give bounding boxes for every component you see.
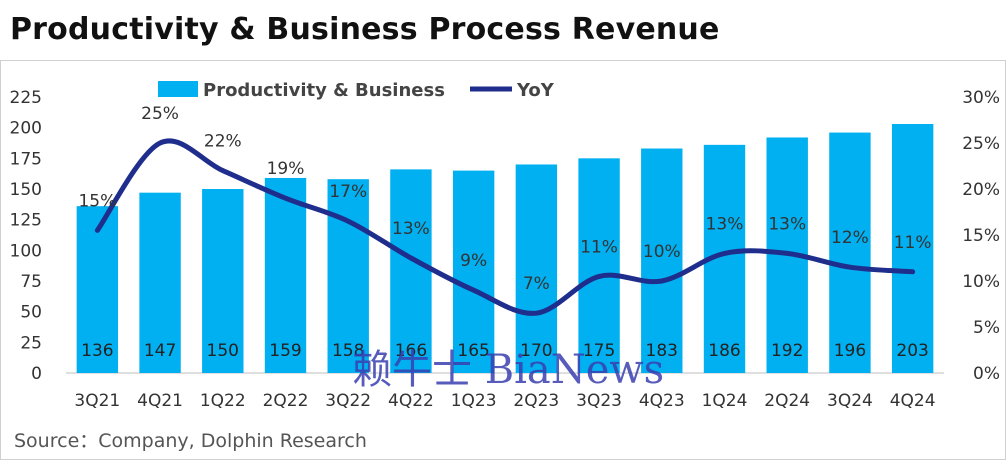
revenue-bar [891,123,934,373]
yoy-value-label: 12% [831,228,869,248]
x-tick-label: 1Q23 [451,391,497,411]
yoy-value-label: 7% [523,274,550,294]
y-left-tick: 25 [20,333,42,353]
bar-value-label: 136 [81,341,113,361]
bar-value-label: 170 [520,341,552,361]
yoy-value-label: 15% [78,191,116,211]
y-left-tick: 0 [31,364,42,384]
bar-value-label: 203 [896,341,928,361]
x-tick-label: 4Q23 [639,391,685,411]
y-left-tick: 75 [20,272,42,292]
y-right-tick: 5% [973,318,1000,338]
revenue-bar [578,158,620,373]
y-left-tick: 50 [20,303,42,323]
revenue-bar [452,170,495,373]
yoy-value-label: 19% [267,159,305,179]
y-right-tick: 10% [962,272,1000,292]
bar-value-label: 166 [395,341,427,361]
y-right-tick: 20% [962,180,1000,200]
x-tick-label: 2Q22 [263,391,309,411]
revenue-bar [264,177,307,373]
y-right-tick: 30% [962,88,1000,108]
revenue-bar [139,192,181,373]
y-right-tick: 0% [973,364,1000,384]
x-tick-label: 4Q22 [388,391,434,411]
legend: Productivity & Business YoY [158,80,555,101]
x-tick-label: 4Q24 [890,391,936,411]
yoy-value-label: 17% [329,182,367,202]
x-tick-label: 2Q24 [764,391,810,411]
bar-value-label: 150 [207,341,239,361]
x-tick-label: 3Q24 [827,391,873,411]
bar-value-label: 158 [332,341,364,361]
y-left-tick: 225 [10,88,42,108]
bar-value-label: 183 [646,341,678,361]
yoy-value-label: 11% [580,237,618,257]
x-tick-label: 1Q22 [200,391,246,411]
x-tick-label: 4Q21 [137,391,183,411]
revenue-bar [202,189,244,373]
chart-frame [0,60,1006,460]
x-tick-label: 1Q24 [702,391,748,411]
y-right-tick: 15% [962,226,1000,246]
revenue-bar [515,164,558,373]
yoy-line [94,138,916,316]
revenue-bar [327,179,369,373]
revenue-bar [76,206,119,373]
yoy-value-label: 9% [460,251,487,271]
bar-value-label: 192 [771,341,803,361]
bar-value-label: 165 [457,341,489,361]
yoy-value-label: 13% [768,214,806,234]
chart-title: Productivity & Business Process Revenue [10,12,720,47]
y-left-tick: 175 [10,149,42,169]
revenue-bar [390,169,432,373]
yoy-value-label: 13% [706,214,744,234]
y-left-tick: 125 [10,211,42,231]
y-left-tick: 150 [10,180,42,200]
yoy-value-label: 10% [643,242,681,262]
revenue-bar [829,132,871,373]
watermark: 赖牛士 BiaNews [352,347,664,393]
bar-value-label: 159 [269,341,301,361]
y-right-tick: 25% [962,134,1000,154]
x-tick-label: 3Q22 [325,391,371,411]
bar-value-label: 175 [583,341,615,361]
bar-value-label: 147 [144,341,176,361]
bar-value-label: 196 [834,341,866,361]
x-tick-label: 2Q23 [513,391,559,411]
revenue-bar [641,148,683,373]
yoy-value-label: 13% [392,219,430,239]
legend-bar-swatch [158,81,198,97]
legend-line-label: YoY [516,80,555,101]
yoy-value-label: 25% [141,104,179,124]
yoy-value-label: 22% [204,132,242,152]
x-tick-label: 3Q23 [576,391,622,411]
y-left-tick: 100 [10,241,42,261]
legend-bar-label: Productivity & Business [203,80,445,101]
yoy-value-label: 11% [894,233,932,253]
source-note: Source：Company, Dolphin Research [14,430,367,452]
bar-value-label: 186 [708,341,740,361]
y-left-tick: 200 [10,119,42,139]
x-tick-label: 3Q21 [74,391,120,411]
